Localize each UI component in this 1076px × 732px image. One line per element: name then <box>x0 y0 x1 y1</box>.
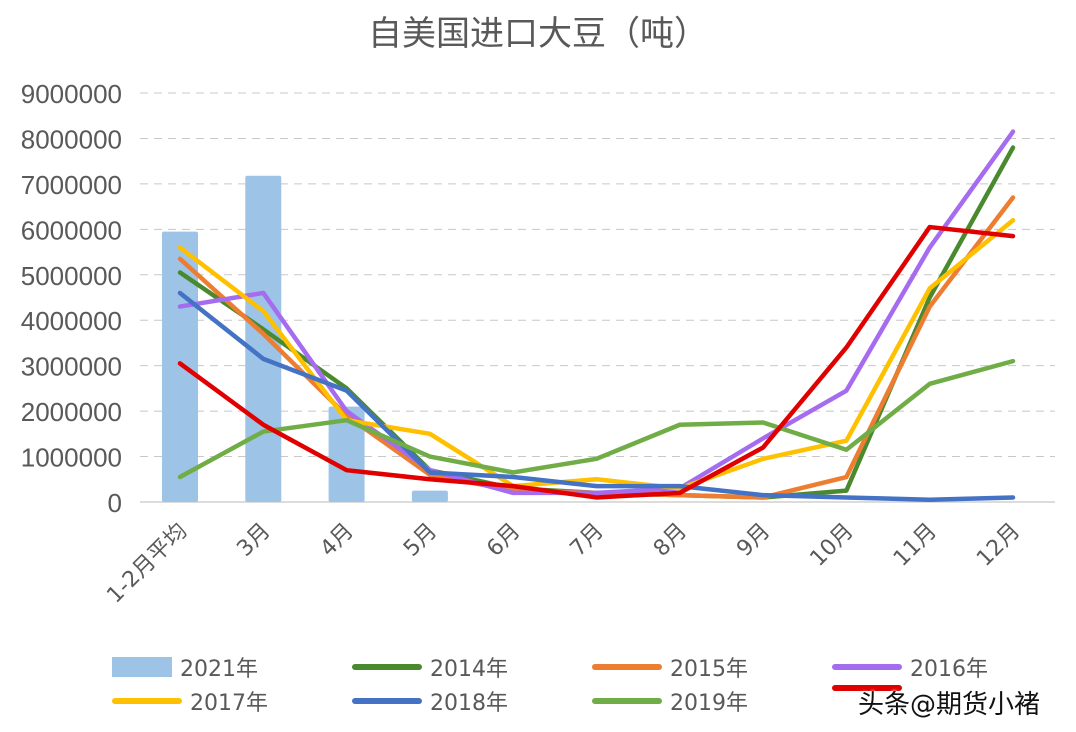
chart-title: 自美国进口大豆（吨） <box>368 14 708 54</box>
legend-label: 2016年 <box>910 657 988 682</box>
x-tick-label: 7月 <box>566 519 609 562</box>
legend-label: 2021年 <box>180 657 258 682</box>
legend-swatch <box>832 685 902 691</box>
series-line-2019年 <box>177 358 1016 480</box>
series-line-2017年 <box>177 217 1016 491</box>
legend-swatch <box>832 664 902 670</box>
y-tick-label: 3000000 <box>21 352 122 382</box>
x-tick-label: 11月 <box>889 519 942 572</box>
bar-2021 <box>328 406 365 502</box>
y-tick-label: 8000000 <box>21 124 122 154</box>
legend-label: 2015年 <box>670 657 748 682</box>
legend-swatch <box>112 698 182 704</box>
y-tick-label: 9000000 <box>21 79 122 109</box>
y-tick-label: 2000000 <box>21 397 122 427</box>
series-line-2016年 <box>177 129 1016 496</box>
x-tick-label: 12月 <box>972 519 1025 572</box>
legend-item: 2016年 <box>832 651 988 683</box>
y-tick-label: 7000000 <box>21 170 122 200</box>
y-tick-label: 5000000 <box>21 261 122 291</box>
x-tick-label: 4月 <box>316 519 359 562</box>
legend-label: 2017年 <box>190 691 268 716</box>
x-tick-label: 6月 <box>482 519 525 562</box>
series-line-2015年 <box>177 195 1016 500</box>
y-tick-label: 6000000 <box>21 215 122 245</box>
legend-swatch <box>352 698 422 704</box>
legend-swatch <box>352 664 422 670</box>
series-line-unlabeled <box>177 224 1016 500</box>
legend-item: 2021年 <box>112 651 258 683</box>
legend-item: 2017年 <box>112 685 268 717</box>
legend-item <box>832 685 910 691</box>
y-tick-label: 1000000 <box>21 443 122 473</box>
y-tick-label: 4000000 <box>21 306 122 336</box>
legend-item: 2015年 <box>592 651 748 683</box>
x-tick-label: 3月 <box>232 519 275 562</box>
legend-label: 2019年 <box>670 691 748 716</box>
watermark: 头条@期货小褚 <box>858 690 1041 720</box>
series-line-2018年 <box>177 290 1016 502</box>
legend-item: 2014年 <box>352 651 508 683</box>
legend-item: 2019年 <box>592 685 748 717</box>
bar-2021 <box>411 490 448 502</box>
legend-swatch <box>592 698 662 704</box>
x-tick-label: 5月 <box>399 519 442 562</box>
y-tick-label: 0 <box>108 488 122 518</box>
x-tick-label: 9月 <box>732 519 775 562</box>
x-tick-label: 1-2月平均 <box>102 519 192 609</box>
legend-swatch <box>592 664 662 670</box>
x-tick-label: 10月 <box>806 519 859 572</box>
legend-swatch <box>112 657 172 677</box>
legend-label: 2018年 <box>430 691 508 716</box>
x-tick-label: 8月 <box>649 519 692 562</box>
legend-item: 2018年 <box>352 685 508 717</box>
legend-label: 2014年 <box>430 657 508 682</box>
